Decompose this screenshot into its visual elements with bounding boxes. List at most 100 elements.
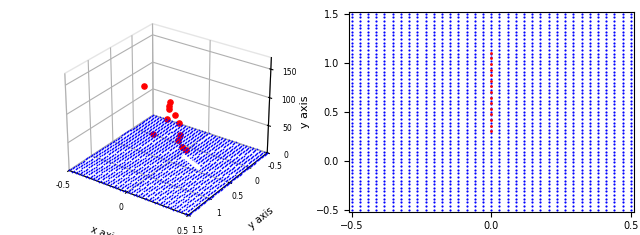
- Point: [560, 44, 570, 48]
- Point: [618, 153, 628, 157]
- Point: [396, 52, 406, 55]
- Point: [363, 106, 373, 110]
- Point: [380, 81, 390, 85]
- Point: [502, 117, 513, 121]
- Point: [577, 106, 587, 110]
- Point: [388, 59, 398, 63]
- Point: [396, 190, 406, 193]
- Point: [380, 146, 390, 150]
- Point: [363, 59, 373, 63]
- Point: [412, 66, 422, 70]
- Point: [543, 150, 554, 153]
- Point: [560, 153, 570, 157]
- Point: [445, 121, 455, 124]
- Point: [346, 179, 356, 182]
- Point: [404, 92, 414, 95]
- Point: [618, 135, 628, 139]
- Point: [461, 74, 472, 77]
- Point: [535, 168, 545, 172]
- Point: [363, 135, 373, 139]
- Point: [355, 157, 365, 161]
- Point: [552, 208, 562, 212]
- Point: [404, 121, 414, 124]
- Point: [584, 150, 595, 153]
- Point: [593, 41, 603, 45]
- Point: [609, 23, 620, 27]
- Point: [568, 139, 579, 142]
- Point: [371, 44, 381, 48]
- Point: [593, 88, 603, 92]
- Point: [461, 121, 472, 124]
- Point: [527, 81, 538, 85]
- Point: [396, 16, 406, 19]
- Point: [412, 121, 422, 124]
- Point: [355, 153, 365, 157]
- Point: [560, 117, 570, 121]
- Point: [535, 48, 545, 52]
- Point: [412, 153, 422, 157]
- Point: [396, 113, 406, 117]
- Point: [560, 84, 570, 88]
- Point: [502, 55, 513, 59]
- Point: [486, 77, 497, 81]
- Point: [584, 132, 595, 135]
- Point: [453, 44, 463, 48]
- Point: [502, 23, 513, 27]
- Point: [346, 52, 356, 55]
- Point: [511, 34, 521, 37]
- Point: [502, 95, 513, 99]
- Point: [412, 186, 422, 190]
- Point: [502, 179, 513, 182]
- Point: [618, 168, 628, 172]
- Point: [380, 128, 390, 132]
- Point: [527, 37, 538, 41]
- Point: [486, 128, 497, 132]
- Point: [527, 142, 538, 146]
- Point: [577, 70, 587, 74]
- Point: [618, 208, 628, 212]
- Point: [568, 200, 579, 204]
- Point: [461, 23, 472, 27]
- Point: [527, 164, 538, 168]
- Point: [412, 34, 422, 37]
- Point: [346, 81, 356, 85]
- Point: [404, 106, 414, 110]
- Point: [380, 16, 390, 19]
- Point: [511, 157, 521, 161]
- Point: [618, 146, 628, 150]
- Point: [380, 175, 390, 179]
- Point: [486, 204, 497, 208]
- Point: [429, 88, 439, 92]
- Point: [420, 142, 431, 146]
- Point: [626, 34, 636, 37]
- Point: [511, 113, 521, 117]
- Point: [543, 26, 554, 30]
- Point: [420, 175, 431, 179]
- Point: [453, 84, 463, 88]
- Point: [618, 128, 628, 132]
- Point: [478, 153, 488, 157]
- Point: [420, 59, 431, 63]
- Point: [609, 16, 620, 19]
- Point: [461, 208, 472, 212]
- Point: [355, 26, 365, 30]
- Point: [437, 95, 447, 99]
- Point: [543, 48, 554, 52]
- Point: [601, 70, 611, 74]
- Point: [486, 164, 497, 168]
- Point: [560, 74, 570, 77]
- Point: [618, 99, 628, 103]
- Point: [346, 19, 356, 23]
- Point: [346, 139, 356, 142]
- Point: [601, 95, 611, 99]
- Point: [380, 41, 390, 45]
- Point: [470, 153, 480, 157]
- Point: [486, 110, 497, 114]
- Point: [486, 62, 497, 66]
- Point: [355, 70, 365, 74]
- Point: [453, 204, 463, 208]
- Point: [380, 34, 390, 37]
- Point: [371, 66, 381, 70]
- Point: [380, 84, 390, 88]
- Point: [560, 150, 570, 153]
